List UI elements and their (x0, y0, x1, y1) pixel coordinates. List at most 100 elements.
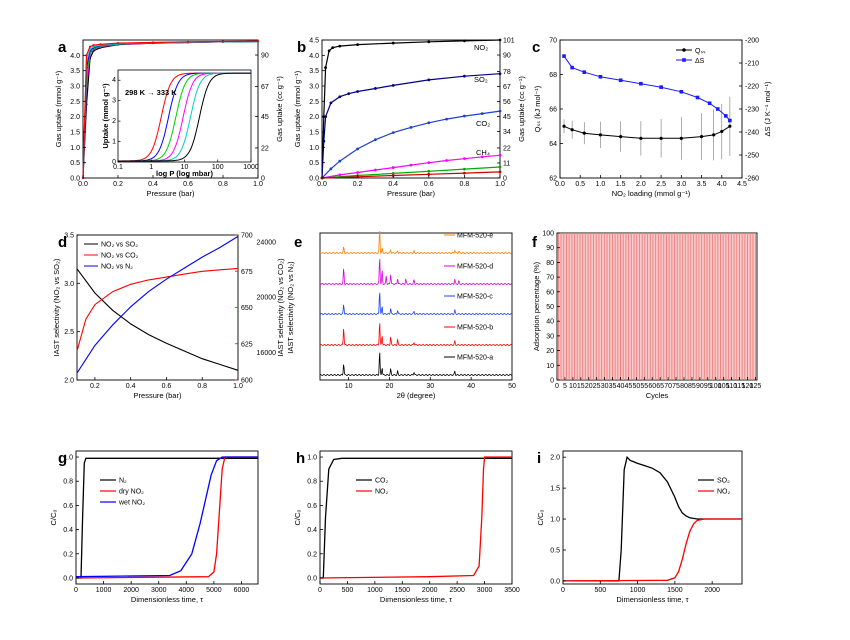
panel-c-series-qst-point (582, 131, 586, 135)
y-tick-label: 0 (550, 378, 554, 385)
x-tick-label: 0.6 (183, 181, 193, 188)
y-tick-label: 90 (546, 245, 554, 252)
x-tick-label: 3.0 (676, 181, 686, 188)
panel-f-bar (604, 233, 606, 380)
panel-f-bar (754, 233, 756, 380)
panel-c-series-ds-point (618, 78, 623, 83)
panel-c-ylabel-right: ΔS (J K⁻¹ mol⁻¹) (763, 81, 772, 137)
x-tick-label: 0.8 (197, 383, 207, 390)
y-tick-label: 2.0 (64, 378, 74, 385)
panel-f-bar (600, 233, 602, 380)
y-tick-label: 1.5 (70, 130, 80, 137)
panel-b-series-5-point (427, 172, 431, 176)
panel-f-bar (591, 233, 593, 380)
y-tick-label: 0.8 (307, 479, 317, 486)
panel-f-bar (589, 233, 591, 380)
x-tick-label: 3500 (504, 587, 520, 594)
x-tick-label: 0.2 (90, 383, 100, 390)
panel-b-series-4-point (498, 165, 502, 169)
panel-letter-g: g (58, 450, 67, 467)
panel-g-xlabel: Dimensionless time, τ (131, 595, 203, 604)
x-tick-label: 50 (508, 383, 516, 390)
x-tick-label: 0.0 (555, 181, 565, 188)
panel-c-xlabel: NO₂ loading (mmol g⁻¹) (612, 189, 691, 198)
y-right-tick-label: 0 (503, 176, 507, 183)
panel-f-bar (666, 233, 668, 380)
panel-f-bar (737, 233, 739, 380)
panel-c-legend-label: ΔS (695, 58, 705, 65)
panel-b-series-2-point (463, 114, 466, 118)
panel-b-series-3-point (391, 166, 395, 169)
panel-c-series-ds-point (562, 54, 566, 58)
inset-y-tick-label: 2 (112, 118, 116, 125)
panel-a-series-5-point (92, 44, 95, 47)
panel-g-series-2 (75, 456, 258, 578)
y-tick-label: 80 (546, 260, 554, 267)
panel-b-series-4-point (391, 172, 395, 175)
panel-f-bar (646, 233, 648, 380)
y-right-tick-label: -260 (745, 176, 759, 183)
panel-c-legend-label: Qₛₛ (695, 48, 706, 55)
panel-f-xlabel: Cycles (646, 391, 669, 400)
panel-f-bar (581, 233, 583, 380)
x-tick-label: 90 (696, 383, 704, 390)
y-right-tick-label: -230 (745, 107, 759, 114)
panel-c-series-ds-point (598, 75, 603, 79)
panel-f-bar (677, 233, 679, 380)
panel-g-legend-label: dry NO₂ (119, 489, 144, 496)
y-tick-label: 3.5 (309, 68, 319, 75)
panel-d-series-0 (76, 268, 239, 371)
panel-f-bar (731, 233, 733, 380)
panel-g-frame (75, 450, 259, 585)
y-tick-label: 64 (549, 141, 557, 148)
y-right-tick-label: 700 (241, 233, 253, 240)
panel-f-bar (651, 233, 653, 380)
y-right-tick-label: -240 (745, 130, 759, 137)
panel-f-bar (605, 233, 607, 380)
y-right2-tick-label: 16000 (257, 350, 277, 357)
panel-b-series-1-point (356, 90, 359, 93)
panel-g-series-0 (76, 457, 258, 579)
panel-f-bar (699, 233, 701, 380)
panel-f-bar (715, 233, 717, 380)
panel-f-bar (566, 233, 568, 380)
y-tick-label: 1.0 (309, 145, 319, 152)
panel-f-bar (586, 233, 588, 380)
inset-x-tick-label: 10 (181, 164, 189, 171)
panel-f-bar (689, 233, 691, 380)
y-right-tick-label: 90 (503, 53, 511, 60)
panel-b-series-3-point (409, 163, 413, 167)
y-tick-label: 66 (549, 107, 557, 114)
panel-f-bar (740, 233, 742, 380)
y-tick-label: 60 (546, 289, 554, 296)
panel-f-bar (712, 233, 714, 380)
y-right-tick-label: 675 (241, 269, 253, 276)
x-tick-label: 50 (632, 383, 640, 390)
panel-f-bar (693, 233, 694, 380)
panel-c-series-ds-point (679, 89, 684, 94)
panel-f-bar (661, 233, 663, 380)
panel-a-series-5-point (116, 41, 120, 45)
panel-d-ylabel-right-2: IAST selectivity (NO₂ vs N₂) (286, 261, 295, 354)
panel-c-legend-marker-0 (682, 48, 686, 52)
panel-e-pattern-0 (319, 231, 512, 255)
panel-b-series-3-point (480, 155, 484, 159)
panel-b-annotation: NO₂ (474, 43, 488, 52)
y-tick-label: 1.5 (550, 486, 560, 493)
panel-c-legend-marker-1 (682, 58, 686, 62)
panel-c-series-ds (563, 55, 731, 121)
inset-x-tick-label: 1000 (243, 164, 259, 171)
panel-b-series-0-point (338, 44, 342, 48)
panel-f-bar (632, 233, 634, 380)
x-tick-label: 120 (742, 383, 754, 390)
panel-b-series-1-point (338, 95, 342, 99)
panel-c-series-ds-point (659, 85, 663, 89)
panel-f-bar (561, 233, 563, 380)
x-tick-label: 65 (656, 383, 664, 390)
x-tick-label: 10 (569, 383, 577, 390)
panel-f-bar (577, 233, 579, 380)
y-right-tick-label: -220 (745, 84, 759, 91)
panel-f-bar (654, 233, 656, 380)
y-right-tick-label: 90 (261, 53, 269, 60)
panel-a-series-5-point (186, 40, 190, 43)
